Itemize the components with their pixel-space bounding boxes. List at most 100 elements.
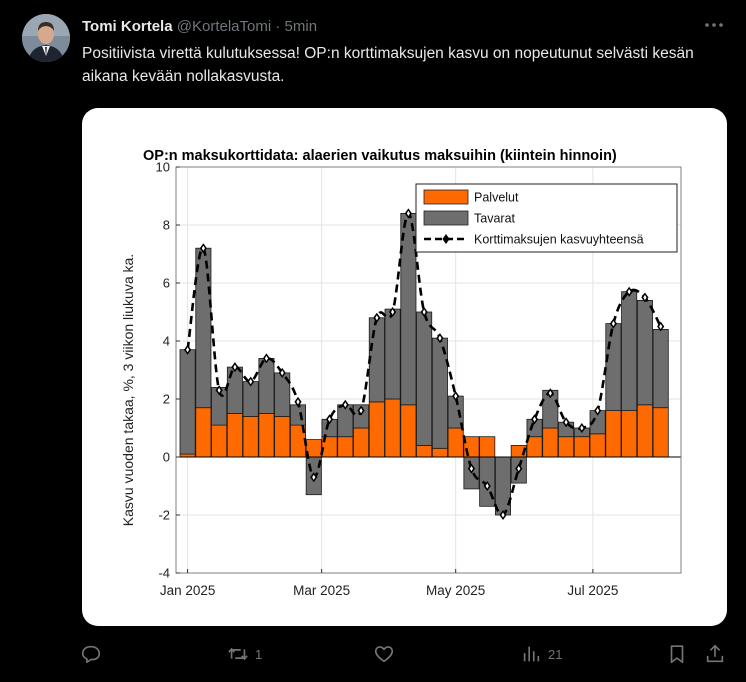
avatar-image bbox=[22, 14, 70, 62]
y-tick-label: 2 bbox=[163, 392, 170, 407]
total-point-center bbox=[391, 309, 395, 315]
tweet-actions: 1 21 bbox=[80, 641, 730, 669]
bar-tavarat bbox=[494, 456, 511, 516]
like-button[interactable] bbox=[373, 643, 401, 665]
legend-label: Korttimaksujen kasvuyhteensä bbox=[474, 233, 644, 247]
total-point-center bbox=[469, 466, 474, 472]
chart-title: OP:n maksukorttidata: alaerien vaikutus … bbox=[143, 148, 617, 164]
bar-palvelut bbox=[258, 413, 275, 458]
total-point-center bbox=[343, 402, 347, 408]
bookmark-icon bbox=[670, 645, 684, 664]
total-point-center bbox=[596, 408, 600, 414]
bar-palvelut bbox=[621, 410, 638, 458]
bar-palvelut bbox=[242, 415, 259, 458]
total-point-center bbox=[643, 294, 647, 301]
chart-legend: Palvelut Tavarat Korttimaksujen kasvuyhtee… bbox=[415, 183, 678, 253]
legend-swatch bbox=[423, 189, 469, 205]
total-point-center bbox=[186, 347, 190, 353]
reply-icon bbox=[81, 645, 101, 664]
total-point-center bbox=[454, 393, 458, 399]
total-point-center bbox=[532, 416, 537, 422]
bar-palvelut bbox=[542, 427, 559, 458]
bar-palvelut bbox=[573, 436, 590, 458]
bar-palvelut bbox=[384, 398, 401, 458]
tweet-text: Positiivista virettä kulutuksessa! OP:n … bbox=[82, 45, 694, 85]
bar-palvelut bbox=[416, 444, 433, 458]
bar-tavarat bbox=[636, 299, 653, 406]
timestamp[interactable]: 5min bbox=[284, 18, 318, 35]
y-tick-label: -4 bbox=[158, 566, 170, 581]
bar-tavarat bbox=[416, 311, 433, 446]
user-handle[interactable]: @KortelaTomi bbox=[176, 18, 272, 35]
y-tick-label: 10 bbox=[156, 160, 170, 175]
bar-palvelut bbox=[447, 427, 464, 458]
views-chart-icon bbox=[523, 646, 540, 662]
total-point-center bbox=[659, 323, 663, 330]
bar-palvelut bbox=[589, 433, 606, 458]
x-tick-label: Mar 2025 bbox=[293, 583, 350, 598]
total-point-center bbox=[627, 289, 631, 295]
bar-palvelut bbox=[195, 407, 212, 458]
share-button[interactable] bbox=[704, 643, 726, 665]
chart-svg: -4 -2 0 2 4 6 8 10 Jan 2025 Mar 2025 May 2025 Jul 2… bbox=[120, 148, 682, 598]
bar-palvelut bbox=[274, 415, 291, 458]
bar-palvelut bbox=[226, 413, 243, 458]
y-tick-label: 4 bbox=[163, 334, 170, 349]
bar-palvelut bbox=[211, 424, 228, 458]
bar-palvelut bbox=[636, 404, 653, 458]
total-point-center bbox=[517, 466, 521, 472]
y-tick-label: 0 bbox=[163, 450, 170, 465]
views-button[interactable]: 21 bbox=[520, 643, 562, 665]
bar-tavarat bbox=[368, 317, 385, 403]
bar-palvelut bbox=[558, 436, 575, 458]
bar-tavarat bbox=[384, 308, 401, 400]
x-tick-label: Jan 2025 bbox=[160, 583, 216, 598]
total-point-center bbox=[375, 315, 379, 321]
total-point-center bbox=[580, 425, 584, 431]
bar-palvelut bbox=[463, 436, 480, 458]
retweet-count: 1 bbox=[255, 646, 263, 662]
total-point-center bbox=[280, 370, 284, 376]
bar-tavarat bbox=[621, 291, 638, 411]
retweet-icon bbox=[228, 647, 248, 661]
display-name[interactable]: Tomi Kortela bbox=[82, 18, 173, 35]
retweet-button[interactable]: 1 bbox=[227, 643, 262, 665]
x-tick-label: May 2025 bbox=[426, 583, 485, 598]
avatar[interactable] bbox=[22, 14, 70, 62]
total-point-center bbox=[249, 379, 253, 385]
total-point-center bbox=[406, 210, 410, 216]
heart-icon bbox=[374, 646, 394, 663]
legend-marker bbox=[442, 234, 450, 244]
bar-palvelut bbox=[337, 436, 354, 458]
plot-frame bbox=[175, 166, 682, 574]
total-point-center bbox=[312, 474, 316, 480]
bar-tavarat bbox=[605, 323, 622, 412]
bar-palvelut bbox=[479, 436, 496, 458]
views-count: 21 bbox=[548, 646, 563, 662]
share-icon bbox=[706, 644, 724, 663]
y-tick-label: 8 bbox=[163, 218, 170, 233]
bar-palvelut bbox=[526, 436, 543, 458]
bar-tavarat bbox=[179, 349, 196, 455]
more-options-button[interactable] bbox=[702, 14, 726, 36]
total-point-center bbox=[501, 512, 505, 518]
total-point-center bbox=[217, 387, 221, 393]
bar-palvelut bbox=[652, 407, 669, 458]
total-point-center bbox=[564, 419, 568, 425]
bar-palvelut bbox=[400, 404, 417, 458]
total-point-center bbox=[548, 390, 552, 396]
reply-button[interactable] bbox=[80, 643, 108, 665]
tweet-header: Tomi Kortela @KortelaTomi · 5min bbox=[82, 17, 726, 37]
bar-tavarat bbox=[353, 404, 370, 429]
bar-palvelut bbox=[605, 410, 622, 458]
bar-tavarat bbox=[652, 328, 669, 409]
bar-tavarat bbox=[242, 381, 259, 417]
total-point-center bbox=[233, 364, 237, 370]
tweet-media-chart[interactable]: -4 -2 0 2 4 6 8 10 Jan 2025 Mar 2025 May 2025 Jul 2… bbox=[82, 108, 727, 626]
more-dots-icon bbox=[705, 23, 723, 27]
bookmark-button[interactable] bbox=[666, 643, 688, 665]
x-tick-label: Jul 2025 bbox=[567, 583, 618, 598]
total-point-center bbox=[485, 483, 489, 489]
legend-swatch bbox=[423, 210, 469, 226]
separator-dot: · bbox=[275, 18, 281, 35]
